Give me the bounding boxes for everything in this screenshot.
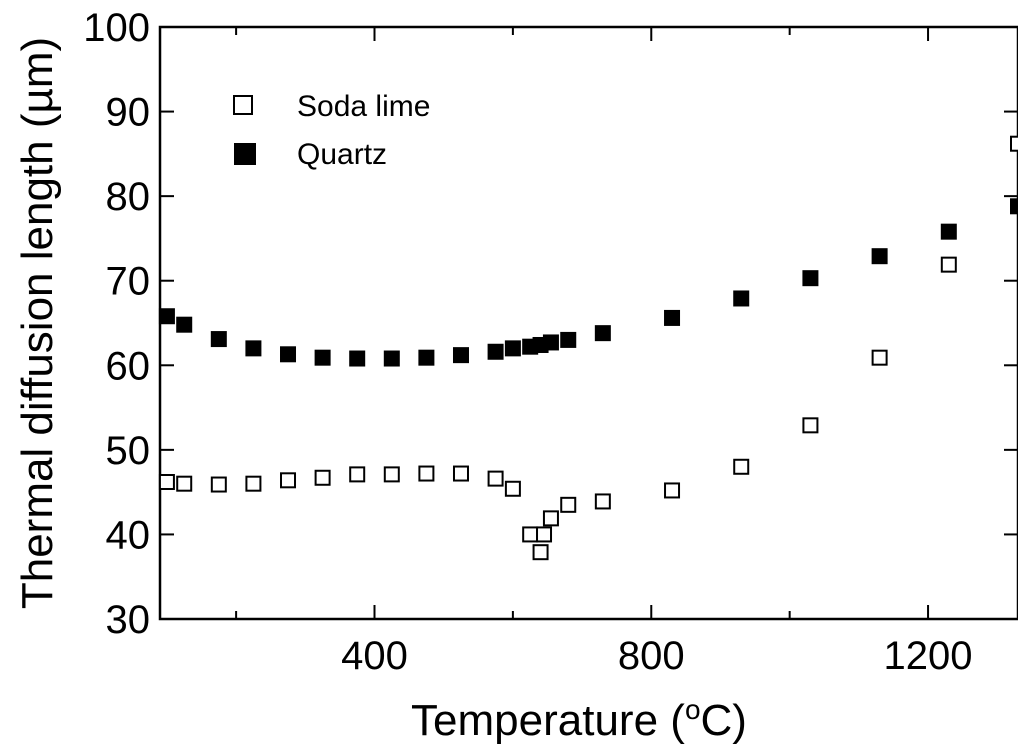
y-tick-label: 100 — [83, 6, 150, 50]
y-axis-title: Thermal diffusion length (µm) — [13, 37, 62, 609]
data-point — [542, 510, 559, 527]
y-tick-label: 80 — [106, 175, 151, 219]
data-point — [176, 475, 193, 492]
legend-label-soda-lime: Soda lime — [297, 90, 430, 123]
data-point — [349, 350, 366, 367]
legend-marker-quartz — [234, 143, 256, 165]
data-point — [871, 248, 888, 265]
data-point — [664, 309, 681, 326]
data-point — [452, 465, 469, 482]
plot-frame — [158, 25, 1018, 621]
data-point — [733, 290, 750, 307]
y-tick-label: 90 — [106, 91, 151, 135]
data-point — [176, 316, 193, 333]
data-point — [245, 475, 262, 492]
data-point — [418, 349, 435, 366]
y-tick-label: 30 — [106, 598, 151, 642]
data-point — [314, 469, 331, 486]
x-axis-title-superscript: o — [685, 694, 701, 725]
data-point — [349, 466, 366, 483]
data-point — [560, 331, 577, 348]
legend-label-quartz: Quartz — [297, 138, 387, 171]
data-point — [383, 350, 400, 367]
plot-area: 30 40 50 60 70 80 90 100 400 800 1200 — [83, 6, 1018, 678]
data-point — [280, 346, 297, 363]
data-point — [522, 526, 539, 543]
data-point — [504, 340, 521, 357]
y-tick-label: 50 — [106, 429, 151, 473]
data-point — [504, 480, 521, 497]
legend: Soda lime Quartz — [233, 90, 430, 171]
x-tick-label: 400 — [341, 634, 408, 678]
data-point — [733, 458, 750, 475]
data-point — [1010, 135, 1018, 152]
data-point — [560, 496, 577, 513]
x-tick-label: 800 — [618, 634, 685, 678]
data-point — [210, 331, 227, 348]
data-point — [871, 349, 888, 366]
data-point — [158, 308, 175, 325]
y-tick-label: 60 — [106, 344, 151, 388]
data-point — [418, 465, 435, 482]
y-axis: 30 40 50 60 70 80 90 100 — [83, 6, 1018, 642]
data-point — [940, 256, 957, 273]
data-point — [314, 349, 331, 366]
data-point — [158, 473, 175, 490]
data-point — [940, 223, 957, 240]
data-point — [487, 470, 504, 487]
data-point — [542, 334, 559, 351]
legend-marker-soda-lime — [233, 95, 253, 115]
series-soda-lime — [158, 135, 1018, 561]
data-point — [210, 476, 227, 493]
data-series — [158, 135, 1018, 561]
data-point — [594, 325, 611, 342]
x-axis-title-tail: C) — [701, 696, 747, 745]
data-point — [452, 347, 469, 364]
series-quartz — [158, 198, 1018, 367]
x-axis-title-main: Temperature ( — [411, 696, 685, 745]
data-point — [664, 482, 681, 499]
x-axis: 400 800 1200 — [235, 27, 973, 678]
data-point — [487, 343, 504, 360]
x-tick-label: 1200 — [884, 634, 973, 678]
data-point — [536, 526, 553, 543]
data-point — [594, 493, 611, 510]
data-point — [245, 340, 262, 357]
data-point — [280, 472, 297, 489]
data-point — [383, 466, 400, 483]
data-point — [802, 270, 819, 287]
y-tick-label: 70 — [106, 260, 151, 304]
y-tick-label: 40 — [106, 513, 151, 557]
data-point — [1010, 198, 1018, 215]
data-point — [802, 417, 819, 434]
data-point — [532, 544, 549, 561]
x-axis-title: Temperature (oC) — [411, 694, 747, 745]
